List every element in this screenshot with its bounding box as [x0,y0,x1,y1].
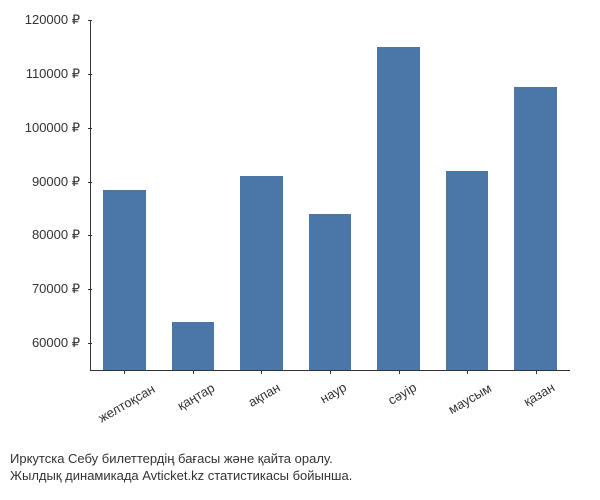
x-labels: желтоқсан қаңтар ақпан наур сәуір маусым қазан [90,370,570,440]
bar [103,190,146,370]
y-axis: 60000 ₽ 70000 ₽ 80000 ₽ 90000 ₽ 100000 ₽ 1100… [0,20,85,370]
x-tick-mark [536,370,537,374]
y-tick-mark [88,235,92,236]
y-tick-label: 80000 ₽ [32,227,80,243]
x-tick-label: желтоқсан [96,381,158,425]
x-tick-label: ақпан [246,380,283,410]
y-tick-label: 100000 ₽ [25,120,80,136]
caption-line-1: Иркутска Себу билеттердің бағасы және қа… [10,450,352,468]
chart-caption: Иркутска Себу билеттердің бағасы және қа… [10,450,352,485]
y-tick-mark [88,20,92,21]
x-tick-label: сәуір [385,380,419,408]
caption-line-2: Жылдық динамикада Avticket.kz статистика… [10,467,352,485]
y-tick-mark [88,343,92,344]
bar [377,47,420,370]
x-tick-mark [124,370,125,374]
x-tick-mark [467,370,468,374]
bar [446,171,489,370]
x-tick-mark [261,370,262,374]
x-tick-label: қазан [521,380,557,410]
bar [309,214,352,370]
chart-container: 60000 ₽ 70000 ₽ 80000 ₽ 90000 ₽ 100000 ₽ 1100… [0,0,600,500]
x-tick-label: наур [317,379,349,406]
y-tick-mark [88,128,92,129]
x-tick-mark [330,370,331,374]
y-tick-label: 60000 ₽ [32,335,80,351]
x-tick-mark [399,370,400,374]
y-tick-mark [88,182,92,183]
x-tick-mark [193,370,194,374]
y-tick-label: 90000 ₽ [32,174,80,190]
bar [172,322,215,370]
x-tick-label: қаңтар [175,380,217,413]
x-tick-label: маусым [446,380,494,417]
y-tick-label: 120000 ₽ [25,12,80,28]
bar [514,87,557,370]
bar [240,176,283,370]
y-tick-mark [88,289,92,290]
plot-area [90,20,570,370]
y-tick-label: 70000 ₽ [32,281,80,297]
y-tick-mark [88,74,92,75]
y-tick-label: 110000 ₽ [26,66,80,82]
